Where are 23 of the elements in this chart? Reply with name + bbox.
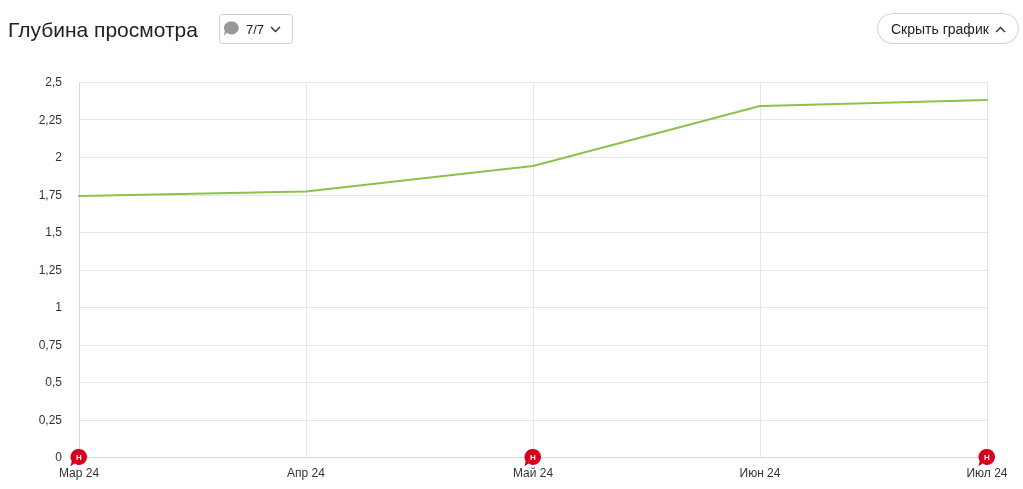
x-tick-label: Июн 24 <box>739 466 781 480</box>
x-tick-label: Июл 24 <box>966 466 1008 480</box>
y-tick-label: 0,75 <box>38 337 63 352</box>
y-tick-label: 0,25 <box>38 412 63 427</box>
annotation: Н <box>76 452 83 462</box>
chart-title: Глубина просмотра <box>8 18 199 41</box>
chart-subtitle: 7/7 <box>246 22 265 37</box>
annotation: Н <box>984 452 991 462</box>
x-tick-label: Апр 24 <box>287 466 326 480</box>
y-tick-label: 0,5 <box>45 375 63 390</box>
x-tick-label: Май 24 <box>512 466 554 480</box>
y-tick-label: 2,25 <box>38 112 63 127</box>
line-series <box>78 99 988 197</box>
y-tick-label: 2 <box>55 150 63 165</box>
x-tick-label: Мар 24 <box>58 466 100 480</box>
annotation: Н <box>530 452 537 462</box>
y-tick-label: 1 <box>55 300 63 315</box>
y-tick-label: 0 <box>55 450 63 465</box>
text: Скрыть график <box>891 21 990 37</box>
y-tick-label: 2,5 <box>45 75 63 90</box>
y-tick-label: 1,5 <box>45 225 63 240</box>
y-tick-label: 1,25 <box>38 262 63 277</box>
y-tick-label: 1,75 <box>38 187 63 202</box>
